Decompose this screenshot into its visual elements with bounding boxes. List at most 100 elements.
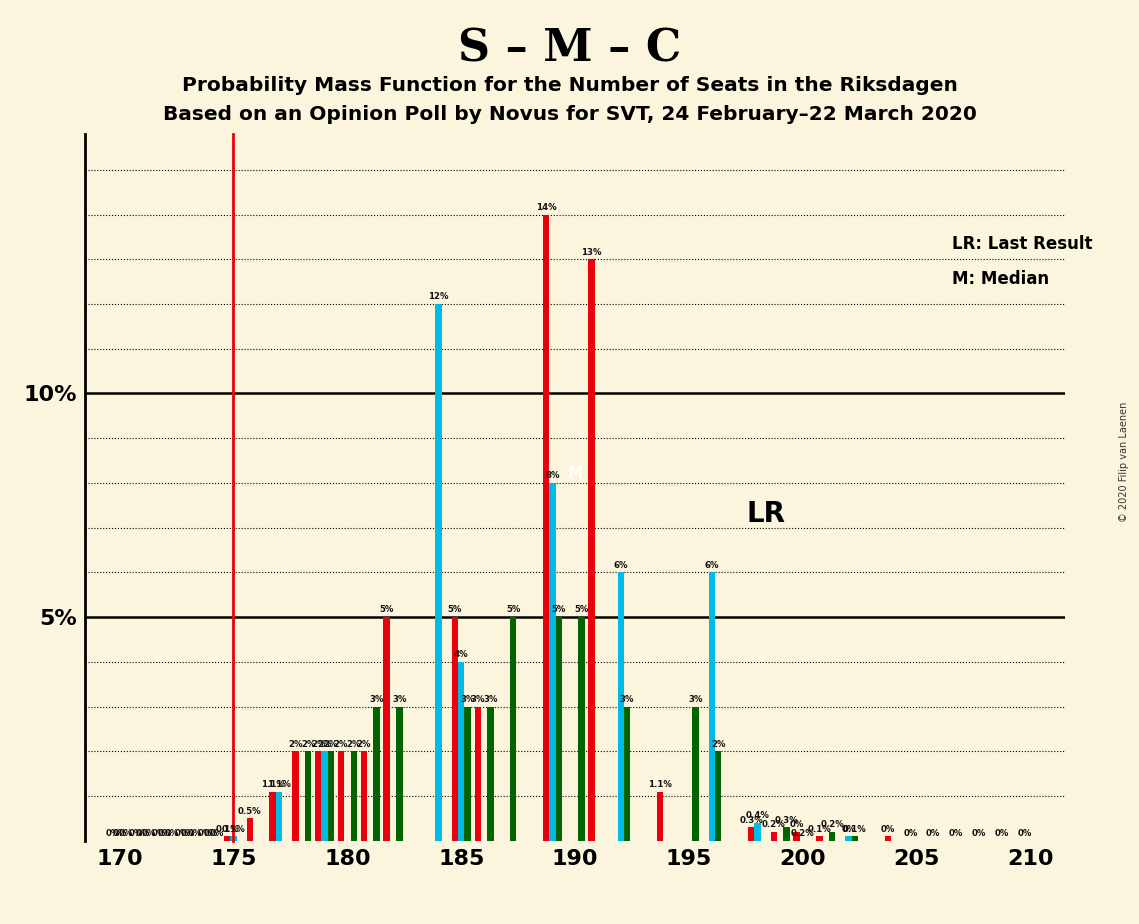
Text: 0.1%: 0.1% (843, 825, 867, 833)
Text: 0.2%: 0.2% (820, 821, 844, 829)
Text: Probability Mass Function for the Number of Seats in the Riksdagen: Probability Mass Function for the Number… (181, 76, 958, 95)
Text: 3%: 3% (620, 695, 634, 704)
Bar (475, 707, 481, 841)
Bar (693, 707, 698, 841)
Bar (829, 832, 835, 841)
Text: 5%: 5% (574, 605, 589, 614)
Bar (452, 617, 458, 841)
Text: 0.1%: 0.1% (215, 825, 239, 833)
Text: 0%: 0% (949, 829, 964, 838)
Bar (487, 707, 493, 841)
Text: 0%: 0% (994, 829, 1009, 838)
Text: 14%: 14% (535, 203, 556, 212)
Text: 0%: 0% (106, 829, 121, 838)
Text: 5%: 5% (379, 605, 394, 614)
Text: 3%: 3% (392, 695, 407, 704)
Text: 0.1%: 0.1% (808, 825, 831, 833)
Text: 4%: 4% (454, 650, 468, 659)
Text: 3%: 3% (369, 695, 384, 704)
Text: LR: LR (746, 500, 785, 529)
Text: 2%: 2% (711, 740, 726, 748)
Bar (396, 707, 402, 841)
Text: 1.1%: 1.1% (261, 780, 285, 789)
Bar (556, 617, 562, 841)
Text: 1.1%: 1.1% (268, 780, 290, 789)
Bar (784, 827, 789, 841)
Text: 0%: 0% (141, 829, 156, 838)
Text: 0%: 0% (880, 825, 895, 833)
Bar (794, 832, 800, 841)
Text: 2%: 2% (288, 740, 303, 748)
Text: 0%: 0% (129, 829, 144, 838)
Bar (361, 751, 367, 841)
Text: LR: Last Result: LR: Last Result (952, 235, 1092, 252)
Text: 0%: 0% (926, 829, 941, 838)
Bar (817, 836, 822, 841)
Text: 0.5%: 0.5% (238, 807, 262, 816)
Text: 2%: 2% (323, 740, 338, 748)
Text: 2%: 2% (334, 740, 349, 748)
Text: 5%: 5% (551, 605, 566, 614)
Text: 2%: 2% (357, 740, 371, 748)
Bar (708, 572, 715, 841)
Text: 0%: 0% (210, 829, 224, 838)
Bar (885, 836, 891, 841)
Bar (458, 662, 465, 841)
Text: 2%: 2% (301, 740, 316, 748)
Text: 0%: 0% (113, 829, 126, 838)
Text: 0.3%: 0.3% (775, 816, 798, 825)
Bar (465, 707, 470, 841)
Text: 3%: 3% (688, 695, 703, 704)
Text: 0%: 0% (1017, 829, 1032, 838)
Bar (543, 214, 549, 841)
Text: 8%: 8% (546, 471, 559, 480)
Text: 3%: 3% (483, 695, 498, 704)
Text: 6%: 6% (705, 561, 719, 570)
Bar (617, 572, 624, 841)
Bar (230, 836, 237, 841)
Text: 0%: 0% (842, 825, 855, 833)
Bar (270, 792, 276, 841)
Bar (338, 751, 344, 841)
Bar (754, 823, 761, 841)
Bar (384, 617, 390, 841)
Text: 0%: 0% (151, 829, 166, 838)
Text: 0%: 0% (181, 829, 195, 838)
Text: 0.3%: 0.3% (739, 816, 763, 825)
Text: 3%: 3% (470, 695, 485, 704)
Bar (224, 836, 230, 841)
Text: 3%: 3% (460, 695, 475, 704)
Text: 0%: 0% (164, 829, 179, 838)
Text: 0.2%: 0.2% (762, 821, 786, 829)
Text: S – M – C: S – M – C (458, 28, 681, 71)
Bar (328, 751, 334, 841)
Bar (305, 751, 311, 841)
Bar (247, 819, 253, 841)
Bar (510, 617, 516, 841)
Text: 12%: 12% (428, 292, 449, 301)
Bar (316, 751, 321, 841)
Text: 0%: 0% (789, 821, 804, 829)
Bar (748, 827, 754, 841)
Bar (321, 751, 328, 841)
Text: 2%: 2% (318, 740, 331, 748)
Bar (374, 707, 379, 841)
Bar (657, 792, 663, 841)
Text: Based on an Opinion Poll by Novus for SVT, 24 February–22 March 2020: Based on an Opinion Poll by Novus for SV… (163, 105, 976, 125)
Bar (435, 304, 442, 841)
Text: 1.1%: 1.1% (648, 780, 672, 789)
Text: © 2020 Filip van Laenen: © 2020 Filip van Laenen (1120, 402, 1129, 522)
Bar (293, 751, 298, 841)
Bar (845, 836, 852, 841)
Bar (549, 483, 556, 841)
Text: 0%: 0% (136, 829, 149, 838)
Bar (589, 260, 595, 841)
Text: 0%: 0% (972, 829, 986, 838)
Text: 2%: 2% (346, 740, 361, 748)
Text: M: M (567, 467, 583, 481)
Bar (771, 832, 777, 841)
Bar (624, 707, 630, 841)
Text: 5%: 5% (506, 605, 521, 614)
Text: M: Median: M: Median (952, 270, 1049, 288)
Bar (715, 751, 721, 841)
